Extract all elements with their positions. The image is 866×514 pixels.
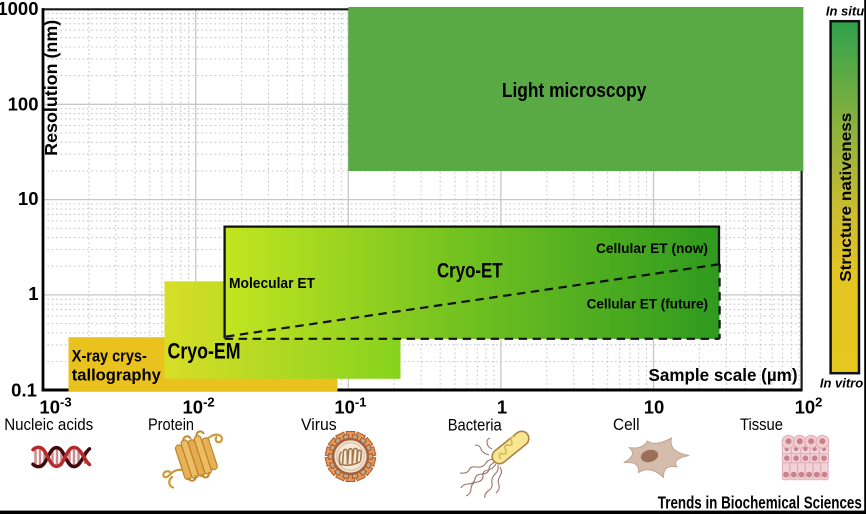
svg-text:Tissue: Tissue xyxy=(740,415,783,434)
svg-text:X-ray crys-: X-ray crys- xyxy=(72,346,147,365)
svg-text:Cell: Cell xyxy=(613,415,640,434)
svg-text:1000: 1000 xyxy=(0,0,39,19)
svg-text:Trends in Biochemical Sciences: Trends in Biochemical Sciences xyxy=(658,492,862,512)
svg-text:10: 10 xyxy=(644,396,665,417)
svg-text:Structure nativeness: Structure nativeness xyxy=(838,113,855,282)
svg-text:Cryo-ET: Cryo-ET xyxy=(437,259,503,282)
svg-text:10: 10 xyxy=(18,188,39,209)
svg-text:Sample scale (µm): Sample scale (µm) xyxy=(649,365,798,385)
svg-text:tallography: tallography xyxy=(72,366,162,385)
svg-text:Virus: Virus xyxy=(301,415,337,434)
svg-text:1: 1 xyxy=(497,396,507,417)
svg-text:Cellular ET (future): Cellular ET (future) xyxy=(587,295,708,311)
svg-text:Resolution (nm): Resolution (nm) xyxy=(41,20,61,156)
svg-text:100: 100 xyxy=(8,94,39,115)
svg-text:In situ: In situ xyxy=(826,3,864,18)
svg-text:Cryo-EM: Cryo-EM xyxy=(168,339,241,364)
svg-text:Molecular ET: Molecular ET xyxy=(229,276,315,292)
svg-text:Cellular ET (now): Cellular ET (now) xyxy=(596,240,708,256)
svg-text:Light microscopy: Light microscopy xyxy=(502,79,647,102)
svg-text:Protein: Protein xyxy=(148,415,194,434)
svg-text:0.1: 0.1 xyxy=(11,380,37,401)
svg-text:Bacteria: Bacteria xyxy=(448,415,503,434)
svg-text:Nucleic acids: Nucleic acids xyxy=(4,415,93,434)
svg-text:1: 1 xyxy=(28,283,38,304)
svg-text:In vitro: In vitro xyxy=(820,375,863,390)
